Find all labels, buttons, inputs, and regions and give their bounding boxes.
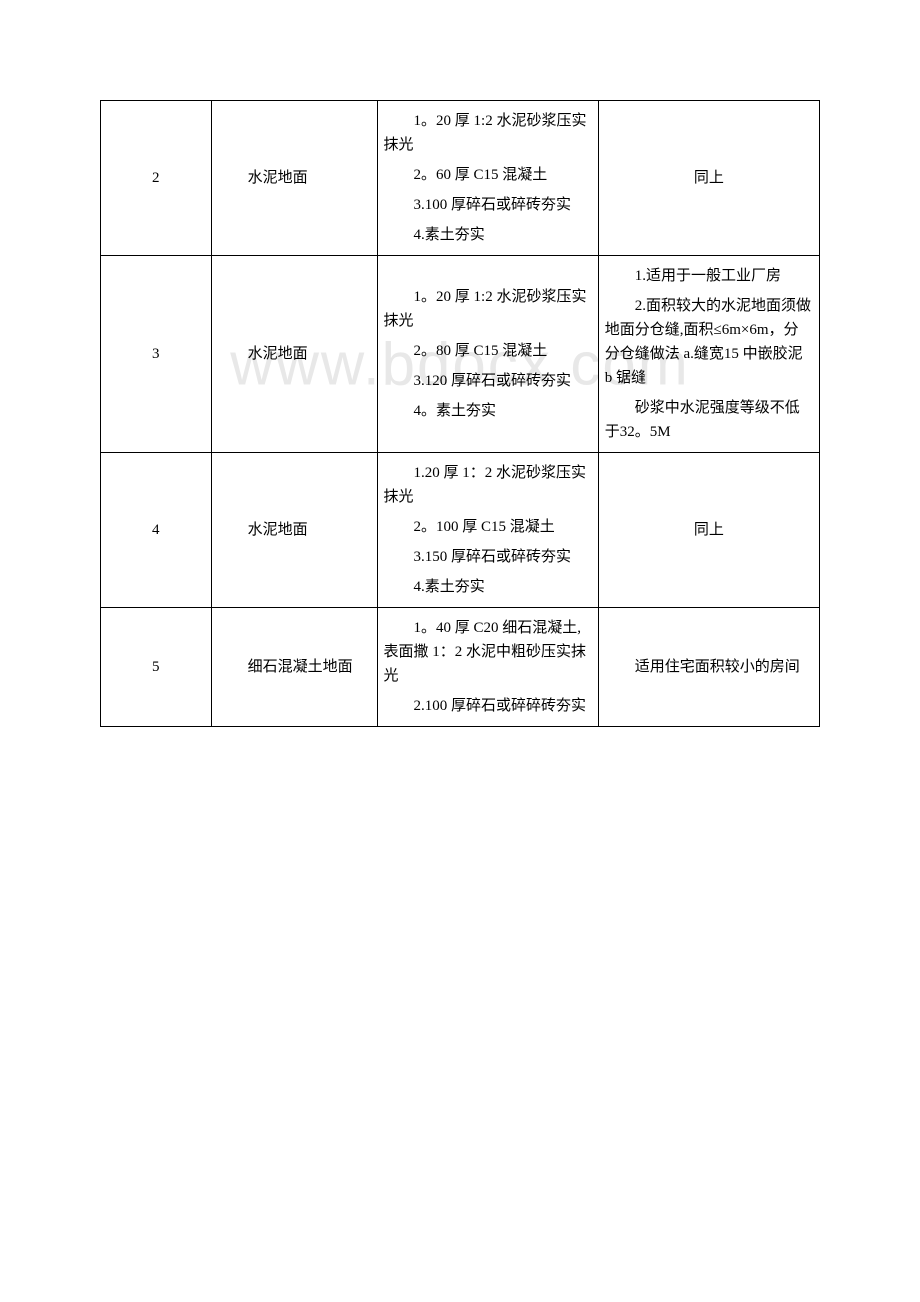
construction-table: 2 水泥地面 1。20 厚 1:2 水泥砂浆压实抹光 2。60 厚 C15 混凝… — [100, 100, 820, 727]
row-name: 细石混凝土地面 — [211, 608, 377, 727]
note-item: 砂浆中水泥强度等级不低于32。5M — [605, 396, 813, 444]
row-number: 5 — [101, 608, 212, 727]
row-notes: 同上 — [598, 453, 819, 608]
table-row: 4 水泥地面 1.20 厚 1：2 水泥砂浆压实抹光 2。100 厚 C15 混… — [101, 453, 820, 608]
row-number: 4 — [101, 453, 212, 608]
row-notes: 1.适用于一般工业厂房 2.面积较大的水泥地面须做地面分仓缝,面积≤6m×6m，… — [598, 256, 819, 453]
method-item: 1。40 厚 C20 细石混凝土,表面撒 1：2 水泥中粗砂压实抹光 — [384, 616, 592, 688]
method-item: 4。素土夯实 — [384, 399, 592, 423]
table-row: 2 水泥地面 1。20 厚 1:2 水泥砂浆压实抹光 2。60 厚 C15 混凝… — [101, 101, 820, 256]
method-item: 3.100 厚碎石或碎砖夯实 — [384, 193, 592, 217]
row-name: 水泥地面 — [211, 453, 377, 608]
note-item: 1.适用于一般工业厂房 — [605, 264, 813, 288]
method-item: 2.100 厚碎石或碎碎砖夯实 — [384, 694, 592, 718]
method-item: 1。20 厚 1:2 水泥砂浆压实抹光 — [384, 109, 592, 157]
note-item: 同上 — [605, 166, 813, 190]
note-item: 同上 — [605, 518, 813, 542]
method-item: 2。80 厚 C15 混凝土 — [384, 339, 592, 363]
row-methods: 1。20 厚 1:2 水泥砂浆压实抹光 2。60 厚 C15 混凝土 3.100… — [377, 101, 598, 256]
row-methods: 1.20 厚 1：2 水泥砂浆压实抹光 2。100 厚 C15 混凝土 3.15… — [377, 453, 598, 608]
note-item: 适用住宅面积较小的房间 — [605, 655, 813, 679]
method-item: 2。60 厚 C15 混凝土 — [384, 163, 592, 187]
row-number: 3 — [101, 256, 212, 453]
row-methods: 1。20 厚 1:2 水泥砂浆压实抹光 2。80 厚 C15 混凝土 3.120… — [377, 256, 598, 453]
method-item: 2。100 厚 C15 混凝土 — [384, 515, 592, 539]
row-name: 水泥地面 — [211, 101, 377, 256]
table-row: 5 细石混凝土地面 1。40 厚 C20 细石混凝土,表面撒 1：2 水泥中粗砂… — [101, 608, 820, 727]
row-notes: 适用住宅面积较小的房间 — [598, 608, 819, 727]
note-item: 2.面积较大的水泥地面须做地面分仓缝,面积≤6m×6m，分分仓缝做法 a.缝宽1… — [605, 294, 813, 390]
method-item: 3.150 厚碎石或碎砖夯实 — [384, 545, 592, 569]
row-notes: 同上 — [598, 101, 819, 256]
method-item: 4.素土夯实 — [384, 575, 592, 599]
row-number: 2 — [101, 101, 212, 256]
row-methods: 1。40 厚 C20 细石混凝土,表面撒 1：2 水泥中粗砂压实抹光 2.100… — [377, 608, 598, 727]
table-row: 3 水泥地面 1。20 厚 1:2 水泥砂浆压实抹光 2。80 厚 C15 混凝… — [101, 256, 820, 453]
method-item: 4.素土夯实 — [384, 223, 592, 247]
method-item: 1.20 厚 1：2 水泥砂浆压实抹光 — [384, 461, 592, 509]
method-item: 3.120 厚碎石或碎砖夯实 — [384, 369, 592, 393]
method-item: 1。20 厚 1:2 水泥砂浆压实抹光 — [384, 285, 592, 333]
row-name: 水泥地面 — [211, 256, 377, 453]
